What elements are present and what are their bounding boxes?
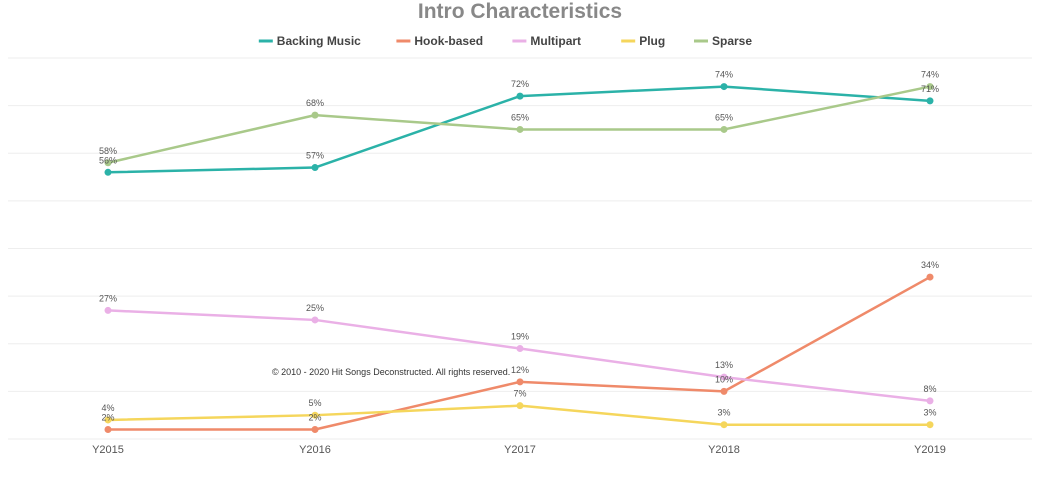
data-point-multipart[interactable] [311,316,319,324]
data-point-hook-based[interactable] [104,425,112,433]
x-tick-label: Y2016 [299,444,331,456]
legend-label: Hook-based [414,34,483,48]
data-point-multipart[interactable] [926,397,934,405]
data-label-sparse: 68% [306,98,324,108]
data-label-hook-based: 12% [511,365,529,375]
data-label-backing-music: 72% [511,79,529,89]
copyright-watermark: © 2010 - 2020 Hit Songs Deconstructed. A… [272,367,510,377]
data-point-backing-music[interactable] [516,92,524,100]
legend-label: Sparse [712,34,752,48]
series-line-multipart [107,309,931,403]
data-point-backing-music[interactable] [104,168,112,176]
data-point-plug[interactable] [516,402,524,410]
legend-item-sparse[interactable]: Sparse [694,34,752,48]
legend-label: Multipart [530,34,581,48]
data-point-multipart[interactable] [516,345,524,353]
series-plug [104,402,934,429]
legend-label: Plug [639,34,665,48]
data-point-hook-based[interactable] [926,273,934,281]
legend-item-backing-music[interactable]: Backing Music [258,34,361,48]
data-label-plug: 4% [101,403,114,413]
x-tick-label: Y2017 [504,444,536,456]
legend: Backing Music Hook-based Multipart Plug Spar… [258,34,752,48]
x-tick-label: Y2018 [708,444,740,456]
data-point-hook-based[interactable] [720,387,728,395]
data-label-sparse: 65% [715,112,733,122]
data-label-plug: 5% [308,398,321,408]
chart-title: Intro Characteristics [417,0,623,23]
legend-item-plug[interactable]: Plug [621,34,665,48]
data-label-backing-music: 56% [99,155,117,165]
data-point-sparse[interactable] [311,111,319,119]
data-point-backing-music[interactable] [720,83,728,91]
data-point-backing-music[interactable] [311,164,319,172]
data-point-plug[interactable] [104,416,112,424]
series-lines [104,83,934,433]
data-label-plug: 3% [923,408,936,418]
series-multipart [104,306,934,405]
data-label-backing-music: 71% [921,84,939,94]
x-tick-label: Y2019 [914,444,946,456]
legend-item-hook-based[interactable]: Hook-based [396,34,483,48]
data-label-hook-based: 2% [308,412,321,422]
data-point-sparse[interactable] [516,125,524,133]
data-label-plug: 7% [513,389,526,399]
data-point-plug[interactable] [311,411,319,419]
data-point-plug[interactable] [926,421,934,429]
data-label-multipart: 19% [511,332,529,342]
data-label-backing-music: 57% [306,151,324,161]
legend-label: Backing Music [277,34,361,48]
legend-item-multipart[interactable]: Multipart [512,34,581,48]
data-point-sparse[interactable] [104,159,112,167]
series-sparse [104,83,934,167]
data-label-plug: 3% [717,408,730,418]
data-label-multipart: 25% [306,303,324,313]
grid-lines [8,57,1032,440]
data-label-sparse: 74% [921,70,939,80]
data-point-hook-based[interactable] [311,425,319,433]
x-axis: Y2015 Y2016 Y2017 Y2018 Y2019 [92,444,946,456]
data-label-multipart: 27% [99,293,117,303]
data-point-multipart[interactable] [104,306,112,314]
data-label-multipart: 13% [715,360,733,370]
data-label-multipart: 8% [923,384,936,394]
data-point-plug[interactable] [720,421,728,429]
data-label-sparse: 65% [511,112,529,122]
x-tick-label: Y2015 [92,444,124,456]
data-point-multipart[interactable] [720,373,728,381]
series-backing-music [104,83,934,176]
data-label-sparse: 58% [99,146,117,156]
data-label-hook-based: 34% [921,260,939,270]
data-label-hook-based: 2% [101,412,114,422]
data-label-hook-based: 10% [715,374,733,384]
data-point-hook-based[interactable] [516,378,524,386]
data-point-backing-music[interactable] [926,97,934,105]
data-point-sparse[interactable] [720,125,728,133]
data-labels: 56% 57% 72% 74% 71% 2% 2% 12% 10% 34% 27% 25% 19% 13%… [99,70,939,423]
data-point-sparse[interactable] [926,83,934,91]
series-hook-based [104,273,934,433]
data-label-backing-music: 74% [715,70,733,80]
